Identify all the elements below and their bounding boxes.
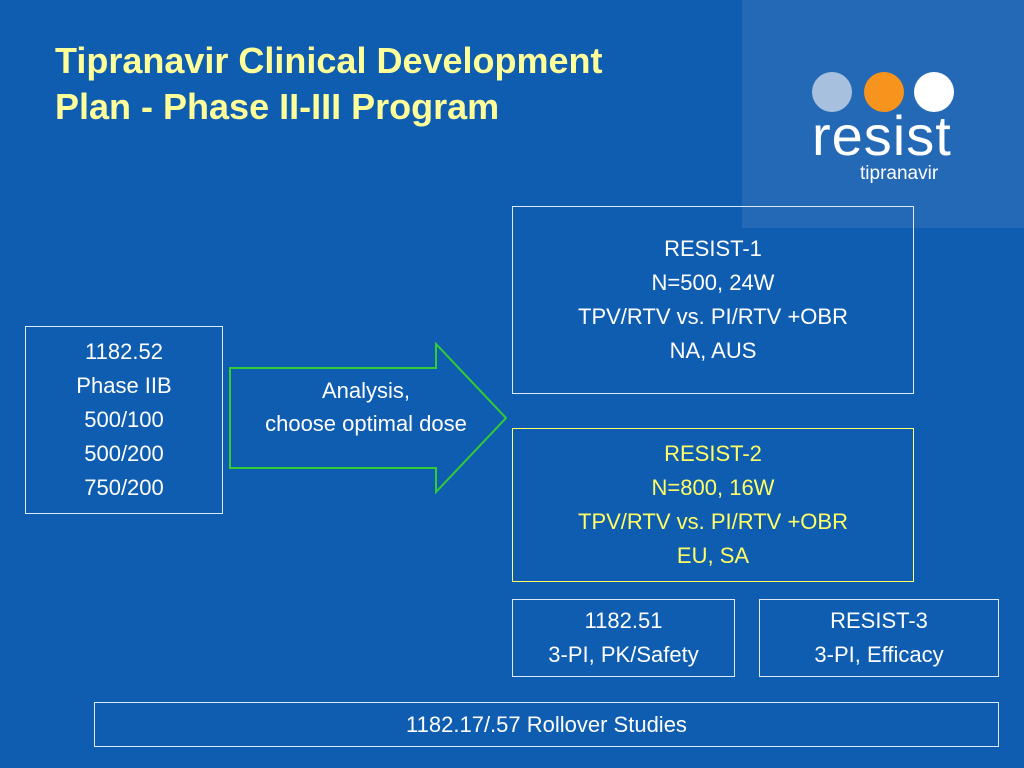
resist-1-line: TPV/RTV vs. PI/RTV +OBR xyxy=(578,304,848,329)
resist-2-box: RESIST-2 N=800, 16W TPV/RTV vs. PI/RTV +… xyxy=(512,428,914,582)
logo-subtitle: tipranavir xyxy=(860,163,939,184)
analysis-arrow xyxy=(229,342,508,495)
resist-2-line: N=800, 16W xyxy=(651,475,775,500)
study-1182-51-line: 3-PI, PK/Safety xyxy=(548,642,699,667)
phase-2b-line: 500/200 xyxy=(84,441,164,466)
resist-1-line: N=500, 24W xyxy=(651,270,775,295)
logo-dot-orange xyxy=(864,72,904,112)
phase-2b-box: 1182.52 Phase IIB 500/100 500/200 750/20… xyxy=(25,326,223,514)
resist-1-line: NA, AUS xyxy=(669,338,757,363)
resist-2-line: EU, SA xyxy=(676,543,750,568)
resist-1-line: RESIST-1 xyxy=(664,236,762,261)
logo-panel xyxy=(742,0,1024,228)
phase-2b-line: Phase IIB xyxy=(76,373,172,398)
resist-3-line: RESIST-3 xyxy=(830,608,928,633)
arrow-label-line-1: Analysis, xyxy=(321,378,411,403)
logo-dot-white xyxy=(914,72,954,112)
arrow-shape xyxy=(229,342,508,495)
slide-title-line-1: Tipranavir Clinical Development xyxy=(55,40,603,81)
resist-3-line: 3-PI, Efficacy xyxy=(814,642,944,667)
resist-3-box: RESIST-3 3-PI, Efficacy xyxy=(759,599,999,677)
rollover-studies-box: 1182.17/.57 Rollover Studies xyxy=(94,702,999,747)
arrow-label: Analysis, choose optimal dose xyxy=(232,374,500,440)
logo-wordmark: resist xyxy=(812,104,952,167)
arrow-label-line-2: choose optimal dose xyxy=(265,411,467,436)
resist-2-line: TPV/RTV vs. PI/RTV +OBR xyxy=(578,509,848,534)
slide-title: Tipranavir Clinical Development Plan - P… xyxy=(55,38,755,130)
phase-2b-line: 750/200 xyxy=(84,475,164,500)
logo-dot-blue xyxy=(812,72,852,112)
study-1182-51-line: 1182.51 xyxy=(584,608,663,633)
slide-title-line-2: Plan - Phase II-III Program xyxy=(55,86,500,127)
study-1182-51-box: 1182.51 3-PI, PK/Safety xyxy=(512,599,735,677)
phase-2b-line: 500/100 xyxy=(84,407,164,432)
rollover-studies-label: 1182.17/.57 Rollover Studies xyxy=(406,711,687,737)
resist-2-line: RESIST-2 xyxy=(664,441,762,466)
phase-2b-line: 1182.52 xyxy=(85,339,163,364)
resist-1-box: RESIST-1 N=500, 24W TPV/RTV vs. PI/RTV +… xyxy=(512,206,914,394)
